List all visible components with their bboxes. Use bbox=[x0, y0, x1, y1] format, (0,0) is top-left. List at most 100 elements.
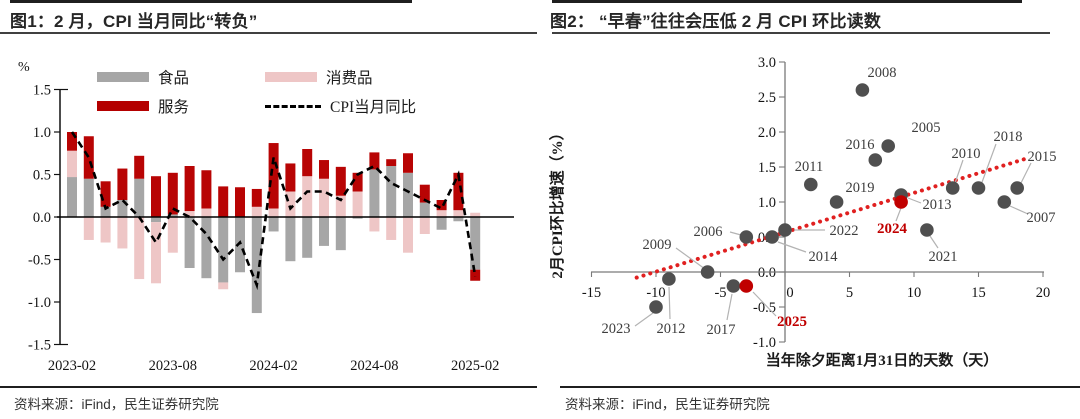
label-2005: 2005 bbox=[912, 120, 941, 136]
food-bars-2024-07 bbox=[352, 217, 363, 219]
x-axis: -15 -10 -5 0 5 10 15 20 bbox=[582, 271, 1050, 301]
svg-text:2023-08: 2023-08 bbox=[149, 358, 197, 374]
services-bars-2024-01 bbox=[251, 188, 262, 207]
svg-text:-15: -15 bbox=[582, 285, 601, 301]
food-bars-2023-02 bbox=[67, 177, 77, 217]
consumer-goods-bars-2024-12 bbox=[436, 210, 447, 217]
point-2015 bbox=[1010, 181, 1024, 195]
svg-text:-1.5: -1.5 bbox=[28, 338, 51, 354]
svg-text:%: % bbox=[18, 60, 30, 75]
svg-text:当年除夕距离1月31日的天数（天）: 当年除夕距离1月31日的天数（天） bbox=[766, 351, 999, 369]
figure1-source: 资料来源：iFind，民生证券研究院 bbox=[14, 397, 219, 412]
point-2022 bbox=[778, 223, 792, 237]
svg-text:1.5: 1.5 bbox=[758, 160, 776, 176]
services-bars-2023-05 bbox=[117, 168, 128, 200]
dashed-line-swatch-icon bbox=[265, 104, 321, 108]
consumer-goods-bars-2024-02 bbox=[268, 208, 279, 217]
consumer-goods-bars-2023-03 bbox=[83, 217, 94, 240]
consumer-goods-bars-2024-03 bbox=[285, 191, 296, 217]
figure1-title: 图1：2 月，CPI 当月同比“转负” bbox=[10, 12, 258, 31]
services-bars-2023-12 bbox=[235, 187, 245, 217]
label-2006: 2006 bbox=[694, 224, 723, 240]
consumer-goods-bars-2023-06 bbox=[134, 217, 145, 280]
services-bars-2024-11 bbox=[419, 184, 430, 203]
svg-text:2025-02: 2025-02 bbox=[451, 358, 499, 374]
point-2016 bbox=[868, 153, 883, 167]
consumer-goods-bars-2024-05 bbox=[319, 178, 329, 217]
point-2005 bbox=[881, 139, 895, 153]
figure2-top-rule bbox=[552, 0, 1022, 3]
label-2010: 2010 bbox=[952, 146, 981, 162]
svg-text:-0.5: -0.5 bbox=[753, 300, 776, 316]
legend-item-cpi-line: CPI当月同比 bbox=[265, 95, 480, 117]
food-bars-2024-06 bbox=[335, 217, 346, 251]
legend-label-food: 食品 bbox=[158, 70, 190, 87]
svg-text:2023-02: 2023-02 bbox=[48, 358, 96, 374]
services-bars-2024-09 bbox=[386, 159, 397, 166]
consumer-goods-bars-2024-07 bbox=[352, 191, 363, 217]
y-axis-title: 2月CPI环比增速（%） bbox=[548, 125, 566, 278]
svg-text:1.5: 1.5 bbox=[33, 83, 51, 99]
label-2014: 2014 bbox=[809, 249, 839, 265]
point-2014 bbox=[765, 230, 779, 244]
services-bars-2023-09 bbox=[184, 166, 195, 212]
services-bars-2024-12 bbox=[436, 200, 447, 211]
point-2007 bbox=[997, 195, 1012, 209]
label-2021: 2021 bbox=[929, 249, 958, 265]
services-swatch-icon bbox=[97, 101, 149, 111]
consumer-goods-bars-2025-01 bbox=[453, 210, 464, 217]
x-axis-labels: 2023-02 2023-08 2024-02 2024-08 2025-02 bbox=[48, 358, 500, 374]
legend-item-services: 服务 bbox=[97, 95, 265, 117]
consumer-goods-bars-2024-06 bbox=[335, 195, 346, 217]
services-bars-2024-06 bbox=[335, 166, 346, 196]
services-bars bbox=[67, 132, 481, 281]
svg-text:10: 10 bbox=[907, 285, 922, 301]
svg-text:5: 5 bbox=[846, 285, 853, 301]
services-bars-2025-01 bbox=[453, 172, 464, 211]
figure2-panel: 图2： “早春”往往会压低 2 月 CPI 环比读数 3.0 2.5 2.0 1.5 1… bbox=[540, 0, 1080, 419]
consumer-goods-bars-2023-11 bbox=[218, 282, 229, 290]
consumer-goods-bars-2024-01 bbox=[251, 206, 262, 217]
svg-text:1.0: 1.0 bbox=[758, 195, 776, 211]
point-2024 bbox=[894, 195, 908, 209]
consumer-goods-bars-2024-11 bbox=[419, 217, 430, 234]
point-2008 bbox=[855, 83, 870, 97]
food-bars bbox=[67, 166, 481, 314]
services-bars-2023-08 bbox=[167, 172, 178, 215]
consumer-goods-bars-2025-02 bbox=[470, 212, 481, 217]
svg-text:-5: -5 bbox=[714, 285, 726, 301]
figure2-source: 资料来源：iFind，民生证券研究院 bbox=[565, 397, 770, 412]
cpi-yoy-stacked-bar-chart: 1.51.00.50.0-0.5-1.0-1.5%2023-02 2023-08 2… bbox=[18, 60, 514, 374]
legend-label-services: 服务 bbox=[158, 99, 190, 116]
figure1-legend: 食品 消费品 服务 CPI当月同比 bbox=[97, 66, 480, 117]
food-bars-2024-05 bbox=[319, 217, 329, 246]
point-2021 bbox=[920, 223, 934, 237]
svg-text:3.0: 3.0 bbox=[758, 55, 776, 71]
consumer-goods-bars-2023-04 bbox=[100, 217, 111, 243]
figure1-source-rule bbox=[0, 386, 537, 388]
consumer-goods-bars-2024-04 bbox=[302, 176, 313, 217]
food-bars-2023-11 bbox=[218, 217, 229, 283]
consumer-goods-bars-2023-10 bbox=[201, 208, 212, 217]
food-bars-2024-12 bbox=[436, 217, 447, 230]
label-2022: 2022 bbox=[830, 223, 859, 239]
services-bars-2023-04 bbox=[100, 181, 111, 207]
label-2025: 2025 bbox=[777, 314, 807, 330]
cpi-mom-vs-newyear-scatter-chart: 3.02.52.01.51.00.50.0-0.5-1.0-15-10-5051… bbox=[548, 55, 1057, 369]
point-2023 bbox=[649, 300, 663, 314]
svg-text:2024-02: 2024-02 bbox=[249, 358, 297, 374]
point-2011 bbox=[804, 177, 818, 192]
label-2016: 2016 bbox=[846, 137, 875, 153]
cpi-yoy-line bbox=[70, 131, 477, 291]
services-bars-2024-02 bbox=[268, 143, 279, 209]
label-2023: 2023 bbox=[602, 321, 631, 337]
svg-text:2月CPI环比增速（%）: 2月CPI环比增速（%） bbox=[548, 125, 566, 278]
svg-text:2.5: 2.5 bbox=[758, 90, 776, 106]
services-bars-2024-08 bbox=[369, 152, 380, 170]
svg-text:2.0: 2.0 bbox=[758, 125, 776, 141]
food-bars-2024-01 bbox=[251, 217, 262, 314]
services-bars-2023-11 bbox=[218, 186, 229, 217]
svg-text:-0.5: -0.5 bbox=[28, 253, 51, 269]
label-2013: 2013 bbox=[923, 197, 952, 213]
